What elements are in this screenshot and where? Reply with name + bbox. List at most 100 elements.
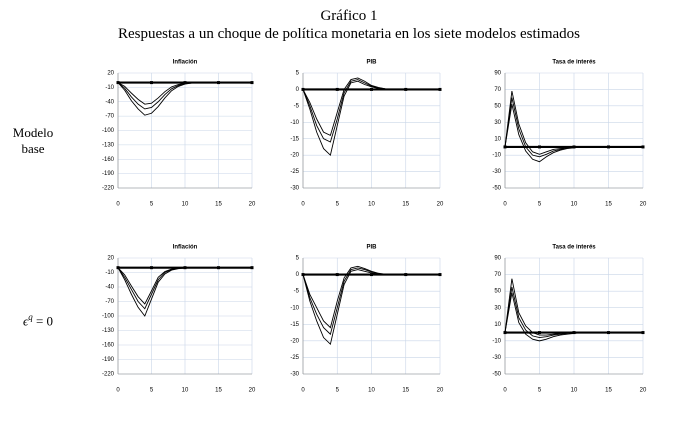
zero-line-marker (538, 331, 541, 335)
y-tick-label: 5 (296, 71, 300, 77)
y-tick-label: -160 (102, 343, 115, 349)
y-tick-label: -190 (102, 357, 115, 363)
y-tick-label: -25 (290, 169, 299, 175)
x-tick-label: 10 (182, 388, 189, 394)
x-tick-label: 0 (503, 202, 507, 208)
zero-line-marker (150, 81, 153, 85)
y-tick-label: -70 (105, 114, 114, 120)
zero-line-marker (538, 145, 541, 149)
x-tick-label: 10 (182, 202, 189, 208)
x-tick-label: 15 (215, 202, 222, 208)
y-tick-label: -40 (105, 285, 114, 291)
y-tick-label: -160 (102, 157, 115, 163)
y-tick-label: -20 (290, 153, 299, 159)
series-line (504, 104, 643, 163)
y-tick-label: -100 (102, 128, 115, 134)
y-tick-label: -30 (290, 186, 299, 192)
x-tick-label: 20 (640, 388, 647, 394)
y-tick-label: -25 (290, 355, 299, 361)
y-tick-label: -20 (290, 338, 299, 344)
figure-subtitle: Respuestas a un choque de política monet… (118, 26, 580, 42)
y-tick-label: -30 (492, 355, 501, 361)
series-line (302, 269, 440, 346)
y-tick-label: 20 (107, 256, 114, 262)
row-label: ϵq = 0 (8, 312, 68, 329)
chart-title: Tasa de interés (552, 245, 596, 251)
x-tick-label: 10 (571, 388, 578, 394)
y-tick-label: 50 (494, 103, 501, 109)
x-tick-label: 20 (249, 202, 256, 208)
x-tick-label: 15 (215, 388, 222, 394)
y-tick-label: -5 (294, 289, 300, 295)
x-tick-label: 0 (301, 202, 305, 208)
series-line (302, 80, 440, 157)
y-tick-label: -50 (492, 372, 501, 378)
x-tick-label: 20 (437, 202, 444, 208)
y-tick-label: 20 (107, 71, 114, 77)
chart-title: Tasa de interés (552, 60, 596, 66)
y-tick-label: 90 (494, 256, 501, 262)
y-tick-label: -100 (102, 314, 115, 320)
y-tick-label: -50 (492, 186, 501, 192)
x-tick-label: 15 (605, 202, 612, 208)
x-tick-label: 20 (249, 388, 256, 394)
y-tick-label: -15 (290, 136, 299, 142)
chart-title: PIB (366, 245, 377, 251)
x-tick-label: 15 (605, 388, 612, 394)
y-tick-label: -5 (294, 103, 300, 109)
y-tick-label: 90 (494, 71, 501, 77)
series-line (117, 82, 252, 116)
row-label-superscript: q (28, 312, 33, 322)
x-tick-label: 20 (437, 388, 444, 394)
series-line (504, 292, 643, 342)
y-tick-label: -10 (492, 153, 501, 159)
y-tick-label: 70 (494, 87, 501, 93)
chart-title: Inflación (173, 60, 198, 66)
y-tick-label: 10 (494, 136, 501, 142)
row-label-symbol: ϵ (22, 313, 29, 329)
y-tick-label: -130 (102, 328, 115, 334)
y-tick-label: -10 (492, 338, 501, 344)
y-tick-label: -220 (102, 186, 115, 192)
row-label: Modelo base (12, 125, 54, 156)
zero-line-marker (370, 273, 373, 277)
x-tick-label: 5 (150, 202, 154, 208)
x-tick-label: 10 (368, 202, 375, 208)
zero-line-marker (335, 273, 339, 277)
y-tick-label: -130 (102, 142, 115, 148)
y-tick-label: -10 (290, 305, 299, 311)
x-tick-label: 0 (503, 388, 507, 394)
x-tick-label: 5 (336, 202, 340, 208)
x-tick-label: 5 (336, 388, 340, 394)
y-tick-label: 50 (494, 289, 501, 295)
y-tick-label: -30 (290, 372, 299, 378)
zero-line-marker (150, 266, 153, 270)
y-tick-label: -15 (290, 322, 299, 328)
y-tick-label: -10 (105, 270, 114, 276)
x-tick-label: 5 (538, 202, 542, 208)
x-tick-label: 0 (301, 388, 305, 394)
y-tick-label: 0 (296, 272, 300, 278)
x-tick-label: 10 (368, 388, 375, 394)
y-tick-label: 30 (494, 120, 501, 126)
y-tick-label: 0 (296, 87, 300, 93)
x-tick-label: 0 (116, 388, 120, 394)
y-tick-label: 10 (494, 322, 501, 328)
x-tick-label: 15 (402, 202, 409, 208)
y-tick-label: -220 (102, 372, 115, 378)
row-label-rest: = 0 (35, 313, 54, 329)
x-tick-label: 10 (571, 202, 578, 208)
x-tick-label: 20 (640, 202, 647, 208)
y-tick-label: -40 (105, 99, 114, 105)
y-tick-label: -190 (102, 171, 115, 177)
series-line (117, 267, 252, 317)
x-tick-label: 15 (402, 388, 409, 394)
x-tick-label: 5 (538, 388, 542, 394)
chart-title: Inflación (173, 245, 198, 251)
zero-line-marker (335, 87, 339, 91)
y-tick-label: 30 (494, 305, 501, 311)
x-tick-label: 5 (150, 388, 154, 394)
y-tick-label: -70 (105, 299, 114, 305)
